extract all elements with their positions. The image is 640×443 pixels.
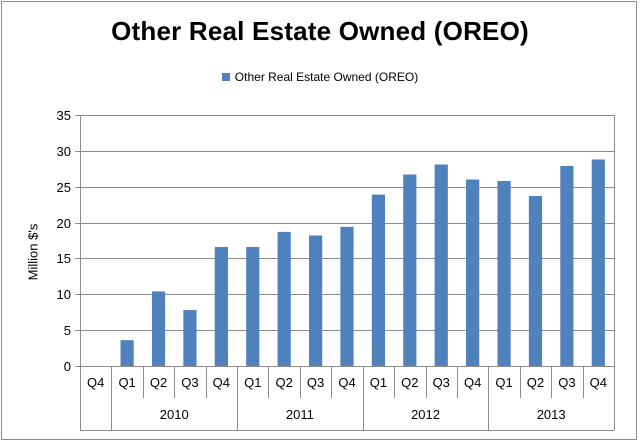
x-tick-label: Q4 [590,375,607,390]
bar [591,159,605,366]
y-tick-label: 10 [57,287,71,302]
x-tick-label: Q2 [276,375,293,390]
x-tick-label: Q3 [307,375,324,390]
x-tick-label: Q3 [558,375,575,390]
bar [214,246,228,366]
legend: Other Real Estate Owned (OREO) [0,70,640,84]
y-tick-label: 30 [57,144,71,159]
bar [308,235,323,366]
y-tick-label: 0 [64,359,71,374]
bar [528,196,543,366]
x-tick-label: Q1 [370,375,387,390]
legend-swatch [221,73,230,81]
bar [497,180,511,366]
bar [120,340,134,366]
x-tick-label: Q3 [181,375,198,390]
bar [246,246,260,366]
y-tick-label: 15 [57,251,71,266]
y-tick-label: 25 [57,180,71,195]
bar [371,194,386,366]
year-label: 2011 [286,407,314,422]
bar [434,164,448,366]
bar [183,310,197,366]
bar [340,226,354,366]
x-tick-label: Q1 [118,375,135,390]
y-tick-label: 20 [57,216,71,231]
bar [560,165,574,366]
bar [466,179,480,366]
year-label: 2010 [160,407,189,422]
chart-title: Other Real Estate Owned (OREO) [111,16,529,46]
x-tick-label: Q3 [433,375,450,390]
x-tick-label: Q1 [244,375,261,390]
x-tick-label: Q4 [213,375,230,390]
x-tick-label: Q2 [401,375,418,390]
year-label: 2013 [537,407,566,422]
y-tick-label: 5 [64,323,71,338]
bar [277,231,291,366]
year-label: 2012 [411,407,440,422]
x-tick-label: Q2 [150,375,167,390]
x-tick-label: Q4 [338,375,355,390]
x-tick-label: Q4 [464,375,481,390]
x-tick-label: Q4 [87,375,104,390]
y-tick-label: 35 [57,108,71,123]
bar [151,291,166,366]
bar [403,174,417,366]
x-tick-label: Q2 [527,375,544,390]
legend-label: Other Real Estate Owned (OREO) [234,70,419,84]
x-tick-label: Q1 [495,375,512,390]
